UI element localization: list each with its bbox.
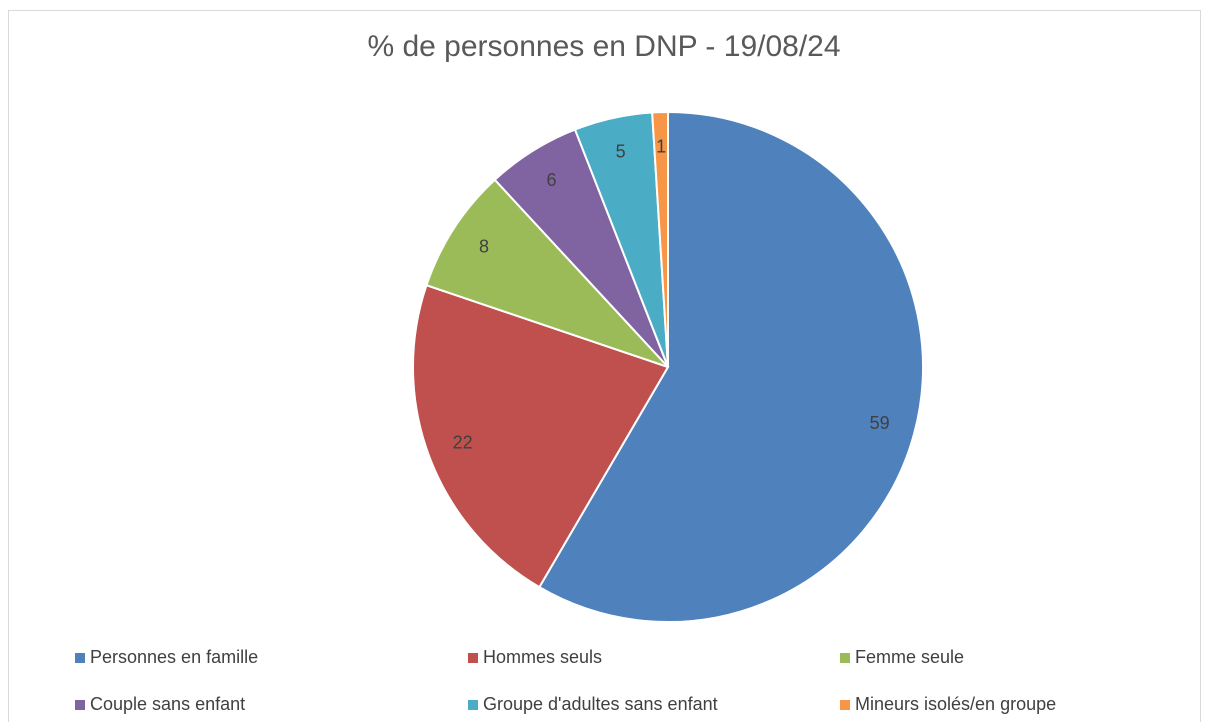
legend-label: Hommes seuls [483,647,602,667]
legend-marker [468,700,478,710]
pie-slice [651,110,669,368]
legend-label: Mineurs isolés/en groupe [855,694,1056,714]
legend-marker [840,653,850,663]
legend-marker [75,700,85,710]
data-label: 5 [616,142,626,162]
data-label: 8 [479,236,489,256]
data-label: 1 [656,137,666,157]
legend-label: Couple sans enfant [90,694,245,714]
chart-title: % de personnes en DNP - 19/08/24 [367,30,840,63]
legend-marker [840,700,850,710]
data-label: 59 [870,413,890,433]
data-label: 22 [453,433,473,453]
data-label: 6 [547,170,557,190]
legend-label: Personnes en famille [90,647,258,667]
legend-marker [75,653,85,663]
legend-marker [468,653,478,663]
legend-label: Groupe d'adultes sans enfant [483,694,718,714]
pie-slice [425,178,669,368]
legend-label: Femme seule [855,647,964,667]
pie-slice [412,283,670,589]
pie-slice [537,110,924,623]
